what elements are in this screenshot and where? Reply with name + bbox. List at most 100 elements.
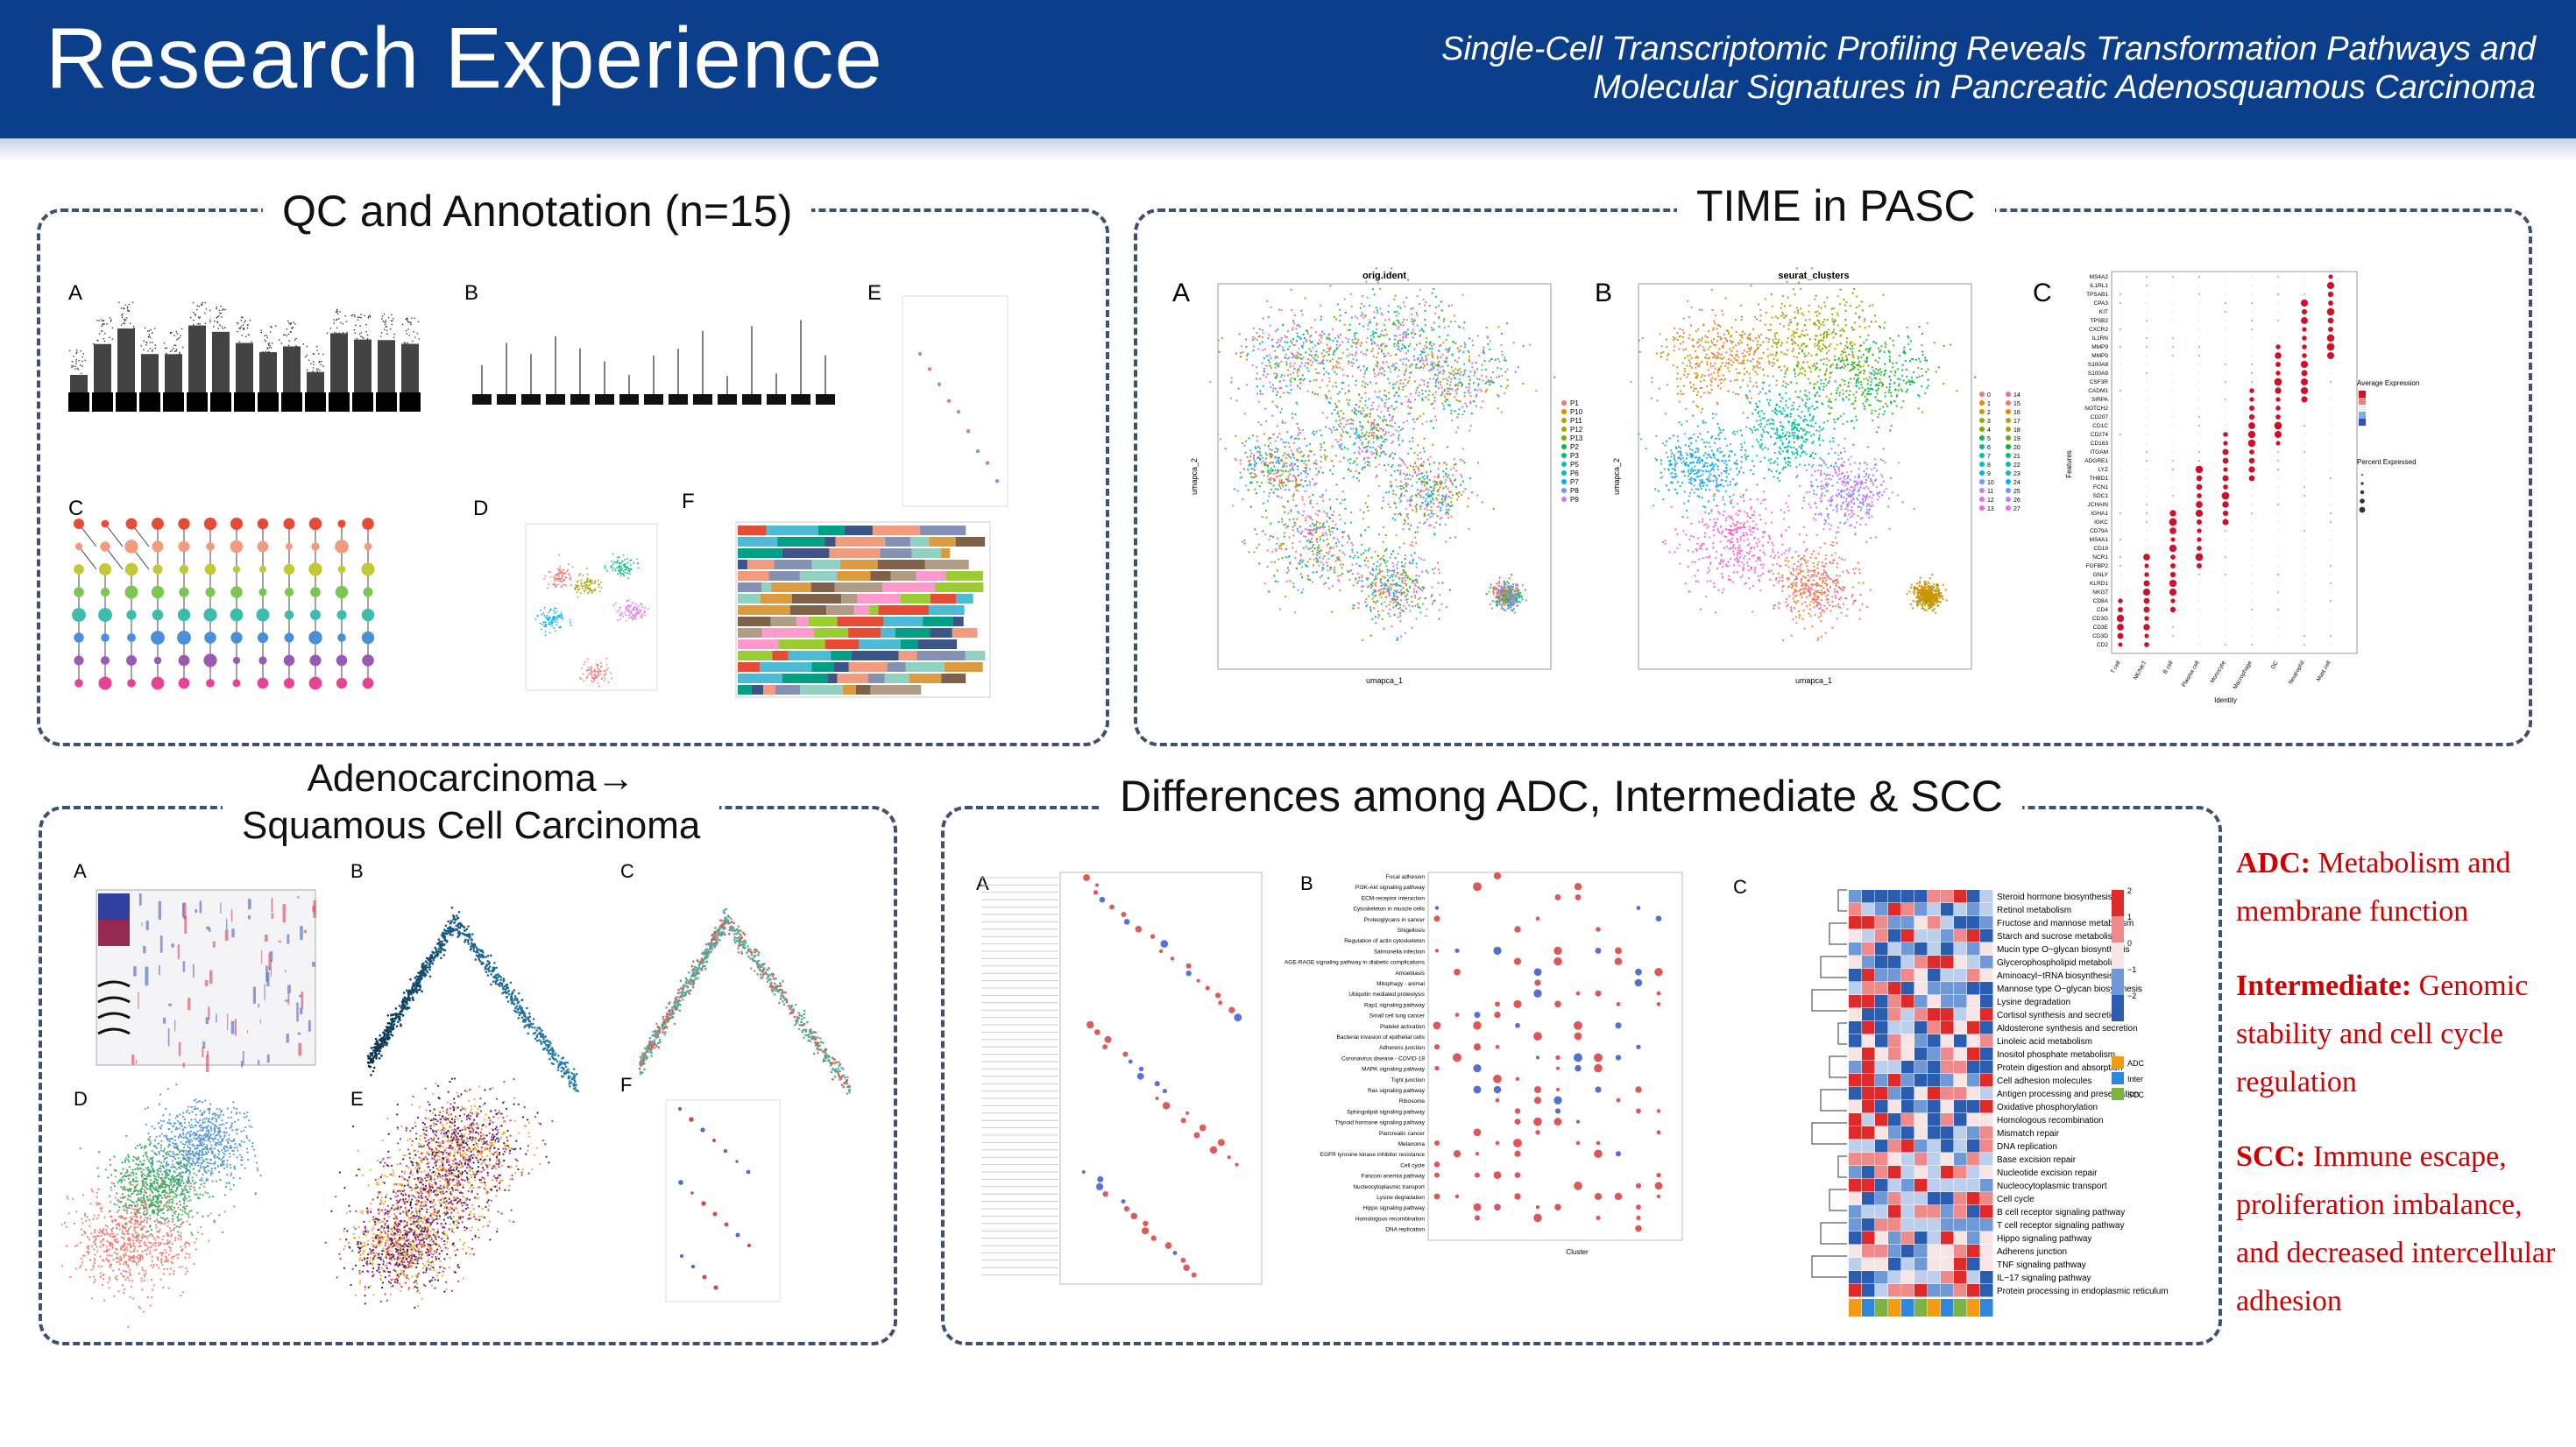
umap-a-dot [1430,512,1433,514]
umap-a-dot [1392,492,1395,495]
umap-d-dot [586,578,589,581]
umap-a-dot [1449,491,1452,494]
umap-a-dot [1272,473,1276,476]
umap-a-dot [1417,468,1420,470]
umap-a-dot [1361,574,1363,577]
umap-a-dot [1389,556,1391,559]
umap-a-dot [1325,489,1327,491]
violin-a-dot [382,320,385,322]
stacked-segment [929,537,956,547]
umap-a-dot [1392,433,1395,435]
umap-a-dot [1293,378,1296,380]
violin-a-dot [196,305,199,307]
umap-b-dot [1716,324,1719,327]
tree-node [335,540,349,554]
umap-d-dot [586,568,588,569]
umap-a-dot [1450,372,1453,375]
umap-a-dot [1364,382,1367,385]
umap-a-dot [1376,309,1379,312]
violin-a-dot [336,308,338,311]
umap-a-dot [1454,536,1457,539]
umap-a-dot [1443,499,1447,502]
umap-b-dot [1755,318,1759,321]
umap-b-dot [1720,382,1723,385]
umap-d-dot [600,678,603,680]
umap-a-dot [1279,339,1282,342]
umap-a-dot [1310,326,1313,329]
umap-d-dot [556,618,558,621]
umap-b-dot [1656,399,1659,402]
umap-a-dot [1286,477,1290,481]
umap-a-dot [1283,379,1285,382]
umap-a-dot [1401,610,1404,612]
umap-a-dot [1299,365,1302,368]
umap-a-dot [1473,381,1476,385]
umap-a-dot [1299,559,1302,561]
violin-a-dot [336,310,338,312]
umap-d-dot [556,568,559,570]
umap-a-dot [1381,329,1384,332]
umap-a-dot [1436,363,1440,365]
umap-a-dot [1456,426,1460,429]
stacked-segment [834,582,883,592]
umap-b-dot [1699,344,1702,347]
umap-a-dot [1375,622,1377,625]
umap-a-dot [1375,451,1377,455]
umap-a-dot [1454,359,1456,362]
umap-a-dot [1483,349,1485,351]
umap-a-dot [1268,381,1271,384]
umap-a-dot [1310,499,1313,502]
umap-a-dot [1513,611,1517,614]
violin-a-dot [407,321,410,323]
umap-b-dot [1714,362,1716,364]
umap-d-dot [553,583,556,586]
umap-a-dot [1494,358,1497,361]
umap-a-dot [1256,392,1259,395]
umap-d-dot [620,561,623,563]
umap-a-dot [1339,563,1342,566]
umap-a-dot [1411,313,1413,316]
violin-a-dot [109,336,110,339]
umap-a-dot [1422,461,1425,463]
umap-a-dot [1277,537,1279,540]
umap-a-dot [1430,595,1433,598]
umap-a-dot [1361,435,1363,438]
umap-a-dot [1377,396,1380,399]
umap-a-dot [1435,295,1438,298]
violin-a-dot [149,336,152,338]
umap-b-dot [1748,372,1751,375]
umap-a-dot [1277,475,1279,477]
umap-a-dot [1499,588,1503,590]
umap-a-dot [1374,550,1376,554]
umap-b-dot [1743,349,1745,352]
umap-a-dot [1372,370,1375,372]
violin-a-dot [241,335,244,336]
umap-a-dot [1373,426,1376,428]
umap-a-dot [1403,542,1405,545]
umap-a-dot [1438,502,1440,505]
umap-a-dot [1280,478,1283,481]
umap-a-dot [1319,550,1321,553]
umap-a-dot [1408,474,1411,476]
umap-a-dot [1312,391,1314,394]
umap-a-dot [1304,528,1307,531]
umap-a-dot [1354,337,1356,340]
umap-a-dot [1405,579,1407,582]
umap-a-dot [1422,330,1426,333]
umap-a-dot [1259,390,1262,392]
umap-a-dot [1463,372,1466,375]
time-label-b: B [1595,279,1612,307]
page-title: Research Experience [46,10,883,106]
umap-a-dot [1309,379,1312,383]
umap-a-dot [1308,531,1312,534]
stacked-segment [929,605,965,615]
tree-node [74,519,84,529]
umap-b-dot [1685,407,1688,410]
umap-a-dot [1497,580,1501,582]
umap-a-dot [1260,423,1263,426]
umap-d-dot [543,577,545,580]
umap-a-dot [1373,375,1376,378]
umap-a-dot [1383,558,1385,561]
umap-b-dot [1674,345,1676,348]
umap-a-dot [1272,387,1275,390]
